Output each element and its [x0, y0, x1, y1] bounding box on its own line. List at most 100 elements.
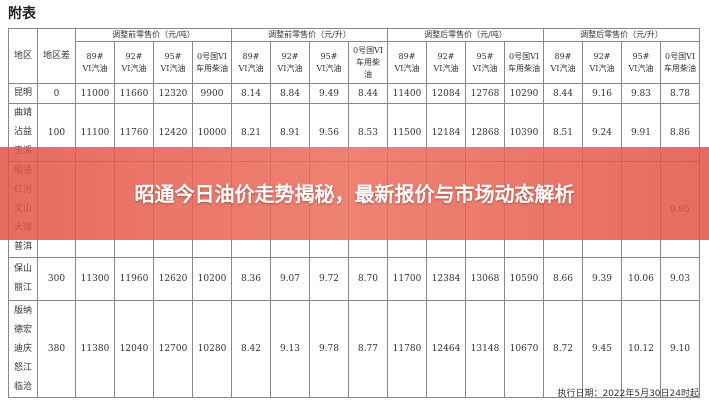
- column-header: 95# VI汽油: [621, 41, 661, 84]
- column-header-line: 89#: [86, 51, 104, 61]
- header-row: 89# VI汽油 92# VI汽油 95# VI汽油 0号国VI 车用柴油 89# VI汽油 92#…: [9, 41, 700, 84]
- column-header: 92# VI汽油: [582, 41, 622, 84]
- column-header-line: VI汽油: [394, 63, 420, 73]
- price-cell: 8.70: [348, 257, 388, 301]
- column-header-line: 92#: [281, 51, 299, 61]
- column-header-line: 92#: [437, 51, 455, 61]
- column-header: 0号国VI 车用柴油: [348, 41, 388, 84]
- header-row: 地区 地区差 调整前零售价（元/吨） 调整前零售价（元/升） 调整后零售价（元/吨） 调整…: [8, 28, 700, 84]
- price-cell: 8.44: [543, 83, 583, 104]
- price-cell: 13068: [465, 257, 505, 301]
- region-name: 昆明: [13, 88, 32, 98]
- column-header: 0号国VI 车用柴油: [192, 41, 232, 84]
- column-header-line: 89#: [242, 51, 260, 61]
- price-cell: 9.03: [660, 257, 700, 301]
- column-header-line: 92#: [125, 51, 143, 61]
- price-cell: 11000: [75, 83, 115, 104]
- column-header: 89# VI汽油: [75, 41, 115, 84]
- column-header-line: 92#: [593, 51, 611, 61]
- region-name: 沾益: [13, 127, 32, 137]
- column-header-line: 车用柴油: [508, 63, 540, 73]
- column-header: 95# VI汽油: [153, 41, 193, 84]
- price-cell: 11960: [114, 257, 154, 301]
- price-cell: 12620: [153, 257, 193, 301]
- price-cell: 12084: [426, 83, 466, 104]
- region-cell: 版纳德宏迪庆怒江临沧: [8, 300, 38, 398]
- column-header-line: 车用柴: [356, 57, 380, 67]
- column-header-line: VI汽油: [316, 63, 342, 73]
- price-cell: 9.07: [270, 257, 310, 301]
- price-cell: 9.16: [582, 83, 622, 104]
- column-header: 0号国VI 车用柴油: [504, 41, 544, 84]
- diff-cell: 380: [37, 300, 76, 398]
- price-cell: 13148: [465, 300, 505, 398]
- column-header-line: 车用柴油: [196, 63, 228, 73]
- doc-title: 附表: [8, 6, 36, 22]
- price-cell: 11660: [114, 83, 154, 104]
- price-cell: 12320: [153, 83, 193, 104]
- column-header-line: VI汽油: [628, 63, 654, 73]
- region-name: 迪庆: [13, 343, 32, 354]
- column-header-line: VI汽油: [433, 63, 459, 73]
- column-header-line: 89#: [554, 51, 572, 61]
- price-cell: 10290: [504, 83, 544, 104]
- column-header-line: 0号国VI: [352, 45, 384, 55]
- banner: 昭通今日油价走势揭秘，最新报价与市场动态解析: [0, 147, 709, 240]
- price-cell: 9.49: [309, 83, 349, 104]
- price-cell: 9.83: [621, 83, 661, 104]
- column-header-line: 0号国VI: [508, 51, 540, 61]
- price-cell: 11400: [387, 83, 427, 104]
- region-name: 临沧: [13, 381, 32, 392]
- column-header-line: VI汽油: [160, 63, 186, 73]
- column-header-line: VI汽油: [121, 63, 147, 73]
- group-header: 调整后零售价（元/升）: [543, 28, 700, 42]
- column-header: 92# VI汽油: [270, 41, 310, 84]
- price-cell: 8.77: [348, 300, 388, 398]
- price-cell: 8.36: [231, 257, 271, 301]
- region-name: 德宏: [13, 324, 32, 335]
- column-header: 89# VI汽油: [231, 41, 271, 84]
- price-cell: 10590: [504, 257, 544, 301]
- price-cell: 12700: [153, 300, 193, 398]
- price-cell: 12040: [114, 300, 154, 398]
- data-row: 昆明 0 11000 11660 12320 9900 8.14 8.84 9.49 8.44 11…: [8, 83, 700, 104]
- column-header-line: 95#: [164, 51, 182, 61]
- price-cell: 8.42: [231, 300, 271, 398]
- footer: 执行日期：2022年5月30日24时起: [557, 389, 699, 399]
- price-cell: 12768: [465, 83, 505, 104]
- region-name: 曲靖: [13, 108, 32, 118]
- region-name: 普洱: [13, 242, 32, 252]
- column-header-line: 89#: [398, 51, 416, 61]
- header-cell: 地区: [8, 28, 38, 84]
- column-header: 89# VI汽油: [543, 41, 583, 84]
- data-row: 版纳 德宏 迪庆 怒江 临沧 380 11380 12040 12700 10280 8.42 9.1…: [8, 300, 700, 398]
- region-cell: 昆明: [8, 83, 38, 104]
- price-cell: 9.45: [582, 300, 622, 398]
- price-cell: 9.72: [309, 257, 349, 301]
- column-header-line: 0号国VI: [664, 51, 696, 61]
- data-row: 保山 丽江 300 11300 11960 12620 10200 8.36 9.07 9.72 8…: [8, 257, 700, 301]
- price-cell: 8.44: [348, 83, 388, 104]
- price-cell: 9.39: [582, 257, 622, 301]
- header-cell: 地区差: [37, 28, 76, 84]
- price-cell: 11780: [387, 300, 427, 398]
- column-header: 95# VI汽油: [465, 41, 505, 84]
- price-cell: 10.12: [621, 300, 661, 398]
- price-cell: 8.72: [543, 300, 583, 398]
- region-name: 版纳: [13, 305, 32, 316]
- price-cell: 12464: [426, 300, 466, 398]
- column-header: 92# VI汽油: [426, 41, 466, 84]
- column-header-line: VI汽油: [550, 63, 576, 73]
- column-header-line: 车用柴油: [664, 63, 696, 73]
- banner-text: 昭通今日油价走势揭秘，最新报价与市场动态解析: [134, 181, 575, 206]
- price-cell: 10.06: [621, 257, 661, 301]
- price-cell: 11380: [75, 300, 115, 398]
- region-name: 怒江: [13, 362, 32, 373]
- group-header: 调整前零售价（元/吨）: [75, 28, 232, 42]
- column-header-line: VI汽油: [472, 63, 498, 73]
- group-header: 调整前零售价（元/升）: [231, 28, 388, 42]
- region-cell: 保山 丽江: [8, 257, 38, 301]
- price-cell: 12384: [426, 257, 466, 301]
- price-cell: 9900: [192, 83, 232, 104]
- region-name: 保山: [13, 264, 32, 274]
